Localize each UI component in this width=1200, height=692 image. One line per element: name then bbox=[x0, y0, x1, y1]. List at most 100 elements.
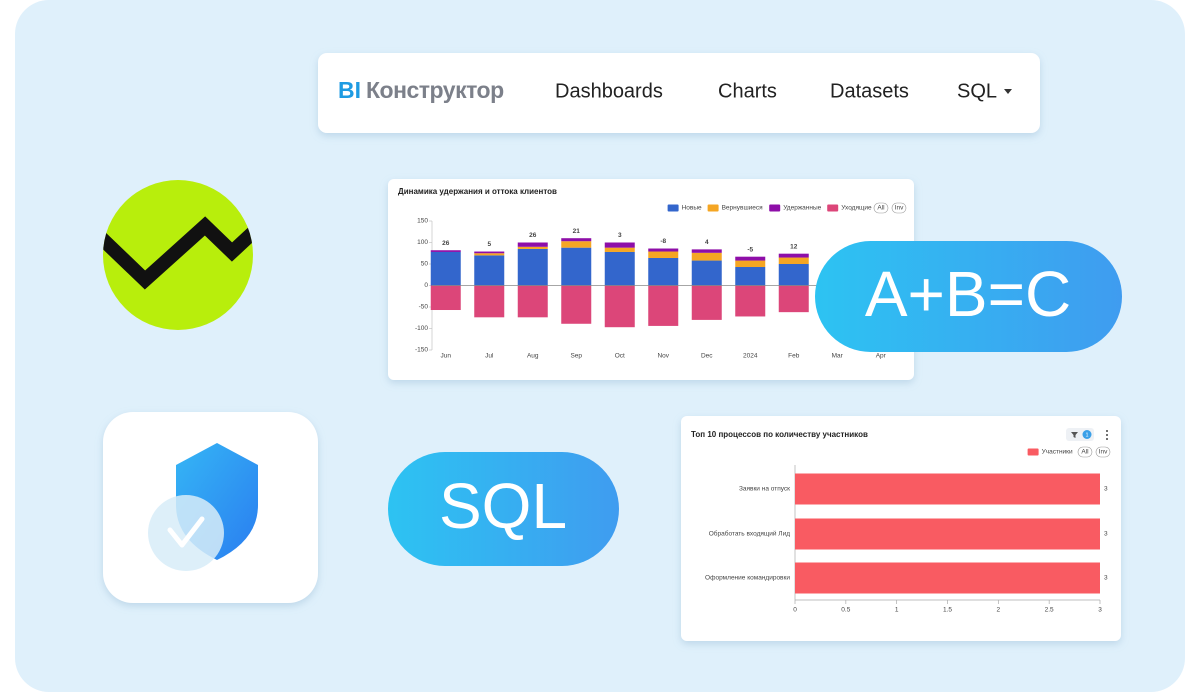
bar-segment bbox=[648, 257, 679, 286]
x-tick-label: Jul bbox=[485, 353, 494, 360]
formula-badge bbox=[815, 241, 1122, 352]
legend-swatch bbox=[707, 204, 719, 212]
bar-segment bbox=[561, 241, 592, 248]
bar-segment bbox=[778, 257, 809, 264]
legend-button[interactable] bbox=[891, 202, 907, 214]
menu-dot[interactable] bbox=[1106, 430, 1108, 432]
x-tick-label: 1.5 bbox=[943, 607, 952, 614]
total-label: 26 bbox=[529, 232, 537, 239]
filter-count: 1 bbox=[1085, 432, 1088, 438]
legend-button-text: Inv bbox=[1099, 449, 1108, 456]
legend-button[interactable] bbox=[873, 202, 889, 214]
formula-badge-text: A+B=C bbox=[865, 258, 1071, 330]
bar-segment bbox=[517, 248, 548, 286]
legend-label: Уходящие bbox=[841, 205, 872, 212]
x-tick-label: 2.5 bbox=[1045, 607, 1054, 614]
bar-segment bbox=[648, 251, 679, 258]
total-label: 12 bbox=[790, 243, 798, 250]
total-label: -8 bbox=[660, 238, 666, 245]
x-tick-label: Feb bbox=[788, 353, 800, 360]
legend-swatch bbox=[667, 204, 679, 212]
bar-segment bbox=[604, 247, 635, 252]
y-tick-label: Обработать входящий Лид bbox=[709, 530, 790, 538]
bar-segment bbox=[604, 285, 635, 328]
legend-swatch bbox=[827, 204, 839, 212]
total-label: 21 bbox=[573, 228, 581, 235]
logo-zigzag bbox=[103, 216, 253, 290]
x-tick-label: Jun bbox=[441, 353, 452, 360]
x-tick-label: 2024 bbox=[743, 353, 758, 360]
bar-segment bbox=[778, 264, 809, 286]
check-circle bbox=[148, 495, 224, 571]
bar-segment bbox=[430, 251, 461, 286]
total-label: 3 bbox=[618, 232, 622, 239]
legend-button[interactable] bbox=[1095, 446, 1111, 458]
bar-segment bbox=[735, 285, 766, 317]
bar-segment bbox=[604, 251, 635, 286]
overlay: A+B=C bbox=[815, 241, 1122, 352]
x-tick-label: 2 bbox=[997, 607, 1001, 614]
total-label: 5 bbox=[487, 241, 491, 248]
bar-segment bbox=[778, 285, 809, 313]
bar-segment bbox=[474, 253, 505, 256]
nav-item[interactable]: Charts bbox=[718, 80, 777, 102]
value-label: 3 bbox=[1104, 531, 1108, 538]
bar-segment bbox=[604, 242, 635, 248]
nav-item[interactable]: SQL bbox=[957, 80, 997, 102]
legend-label: Новые bbox=[682, 205, 702, 212]
bar-segment bbox=[474, 285, 505, 318]
y-tick-label: 0 bbox=[424, 282, 428, 289]
bar-segment bbox=[691, 249, 722, 253]
bar-segment bbox=[735, 260, 766, 268]
menu-dot[interactable] bbox=[1106, 434, 1108, 436]
bar-segment bbox=[691, 252, 722, 261]
x-tick-label: Nov bbox=[657, 353, 669, 360]
y-tick-label: -50 bbox=[419, 304, 429, 311]
bar-segment bbox=[648, 248, 679, 252]
brand: Конструктор bbox=[366, 77, 504, 103]
bar-segment bbox=[474, 251, 505, 254]
y-tick-label: Заявки на отпуск bbox=[739, 486, 790, 493]
x-tick-label: Oct bbox=[615, 353, 625, 360]
y-tick-label: 100 bbox=[417, 239, 428, 246]
bar-segment bbox=[561, 247, 592, 286]
legend-label: Удержанные bbox=[783, 205, 821, 212]
y-tick-label: 50 bbox=[421, 261, 429, 268]
sql-badge bbox=[388, 452, 619, 566]
bar-segment bbox=[691, 285, 722, 320]
bar bbox=[795, 518, 1100, 550]
check-mark bbox=[167, 516, 205, 548]
y-tick-label: 150 bbox=[417, 218, 428, 225]
bar bbox=[795, 473, 1100, 505]
bar-segment bbox=[517, 242, 548, 247]
y-tick-label: -150 bbox=[415, 347, 428, 354]
legend-button-text: All bbox=[877, 205, 885, 212]
dropdown-caret[interactable] bbox=[1004, 89, 1012, 94]
bar-segment bbox=[561, 238, 592, 242]
nav-item[interactable]: Dashboards bbox=[555, 80, 663, 102]
x-tick-label: 0 bbox=[793, 607, 797, 614]
bar-segment bbox=[517, 246, 548, 249]
bar-segment bbox=[778, 253, 809, 258]
nav-item[interactable]: Datasets bbox=[830, 80, 909, 102]
menu-dot[interactable] bbox=[1106, 438, 1108, 440]
x-tick-label: Apr bbox=[876, 353, 887, 360]
value-label: 3 bbox=[1104, 486, 1108, 493]
bar bbox=[795, 562, 1100, 594]
legend-label: Участники bbox=[1042, 449, 1073, 456]
total-label: -5 bbox=[747, 246, 753, 253]
bar-segment bbox=[735, 267, 766, 286]
legend-button[interactable] bbox=[1077, 446, 1093, 458]
legend-button-text: All bbox=[1081, 449, 1089, 456]
bar-segment bbox=[691, 260, 722, 286]
y-tick-label: Оформление командировки bbox=[705, 575, 790, 582]
bar-segment bbox=[517, 285, 548, 318]
x-tick-label: 0.5 bbox=[841, 607, 850, 614]
chart-title: Топ 10 процессов по количеству участнико… bbox=[691, 430, 868, 439]
chart-title: Динамика удержания и оттока клиентов bbox=[398, 187, 557, 196]
total-label: 26 bbox=[442, 240, 450, 247]
x-tick-label: Mar bbox=[832, 353, 844, 360]
legend-swatch bbox=[769, 204, 781, 212]
nav-bar bbox=[318, 53, 1040, 133]
